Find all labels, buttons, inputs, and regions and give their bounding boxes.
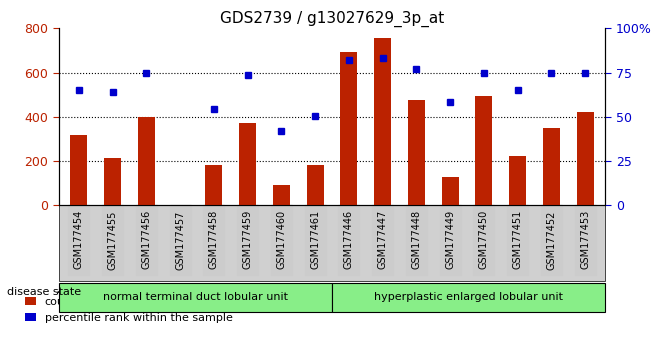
Text: normal terminal duct lobular unit: normal terminal duct lobular unit xyxy=(103,292,288,302)
Bar xyxy=(475,96,492,205)
Bar xyxy=(340,52,357,205)
Bar xyxy=(577,113,594,205)
Bar xyxy=(273,185,290,205)
Text: hyperplastic enlarged lobular unit: hyperplastic enlarged lobular unit xyxy=(374,292,563,302)
Bar xyxy=(408,100,425,205)
Bar xyxy=(239,124,256,205)
Legend: count, percentile rank within the sample: count, percentile rank within the sample xyxy=(20,292,237,327)
Title: GDS2739 / g13027629_3p_at: GDS2739 / g13027629_3p_at xyxy=(220,11,444,27)
Bar xyxy=(442,177,458,205)
Bar xyxy=(104,158,121,205)
Text: disease state: disease state xyxy=(7,287,81,297)
Bar xyxy=(70,135,87,205)
Bar xyxy=(138,117,155,205)
Bar xyxy=(374,38,391,205)
Bar xyxy=(509,155,526,205)
Bar xyxy=(206,166,222,205)
Bar xyxy=(307,166,324,205)
Bar xyxy=(543,128,560,205)
